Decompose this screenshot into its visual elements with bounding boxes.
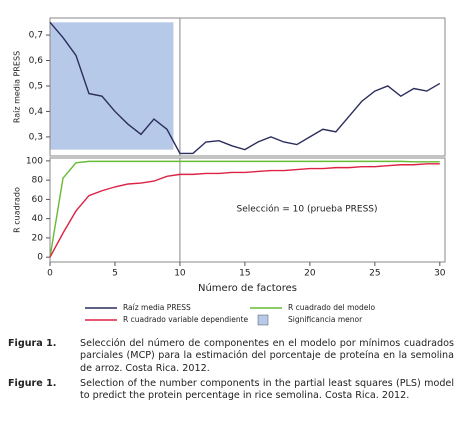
plot-frame [49,157,446,263]
caption-text: Selección del número de componentes en e… [80,338,454,374]
legend-label: R cuadrado variable dependiente [123,315,249,324]
y-tick-label: 0,5 [29,81,43,91]
legend-label: Significancia menor [288,315,363,324]
series-line [49,160,440,258]
y-tick-label: 20 [32,233,44,243]
x-tick-label: 0 [47,269,53,279]
x-tick-label: 5 [112,269,118,279]
x-tick-label: 30 [434,269,446,279]
y-tick-label: 40 [32,214,44,224]
legend-box [257,314,269,326]
y-tick-label: 100 [26,156,43,166]
y-tick-label: 60 [32,195,44,205]
shaded-region [50,22,174,150]
x-tick-label: 15 [239,269,250,279]
plot-frame [49,17,446,157]
x-axis-label: Número de factores [198,282,297,294]
legend-label: Raíz media PRESS [123,303,191,312]
y-tick-label: 0,7 [29,31,43,41]
caption-label: Figura 1. [8,338,57,349]
caption-label: Figure 1. [8,378,57,389]
x-tick-label: 20 [304,269,316,279]
legend-label: R cuadrado del modelo [288,303,375,312]
chart: 0,3 0,4 0,5 0,6 0,7 Raíz media PRESS 0 20 40 60 80… [13,17,446,326]
caption: Figura 1. Selección del número de compone… [8,338,454,375]
y-axis-label: R cuadrado [13,187,22,233]
caption: Figure 1. Selection of the number compone… [8,378,454,403]
y-tick-label: 0,6 [29,56,44,66]
y-tick-label: 80 [32,176,44,186]
x-tick-label: 10 [174,269,186,279]
x-tick-label: 25 [369,269,380,279]
caption-text: Selection of the number components in th… [80,378,454,402]
series-line [49,21,441,155]
y-axis-label: Raíz media PRESS [13,51,22,123]
y-tick-label: 0 [37,253,43,263]
y-tick-label: 0,3 [29,132,43,142]
annotation: Selección = 10 (prueba PRESS) [236,204,377,215]
y-tick-label: 0,4 [29,107,44,117]
series-line [49,163,440,258]
